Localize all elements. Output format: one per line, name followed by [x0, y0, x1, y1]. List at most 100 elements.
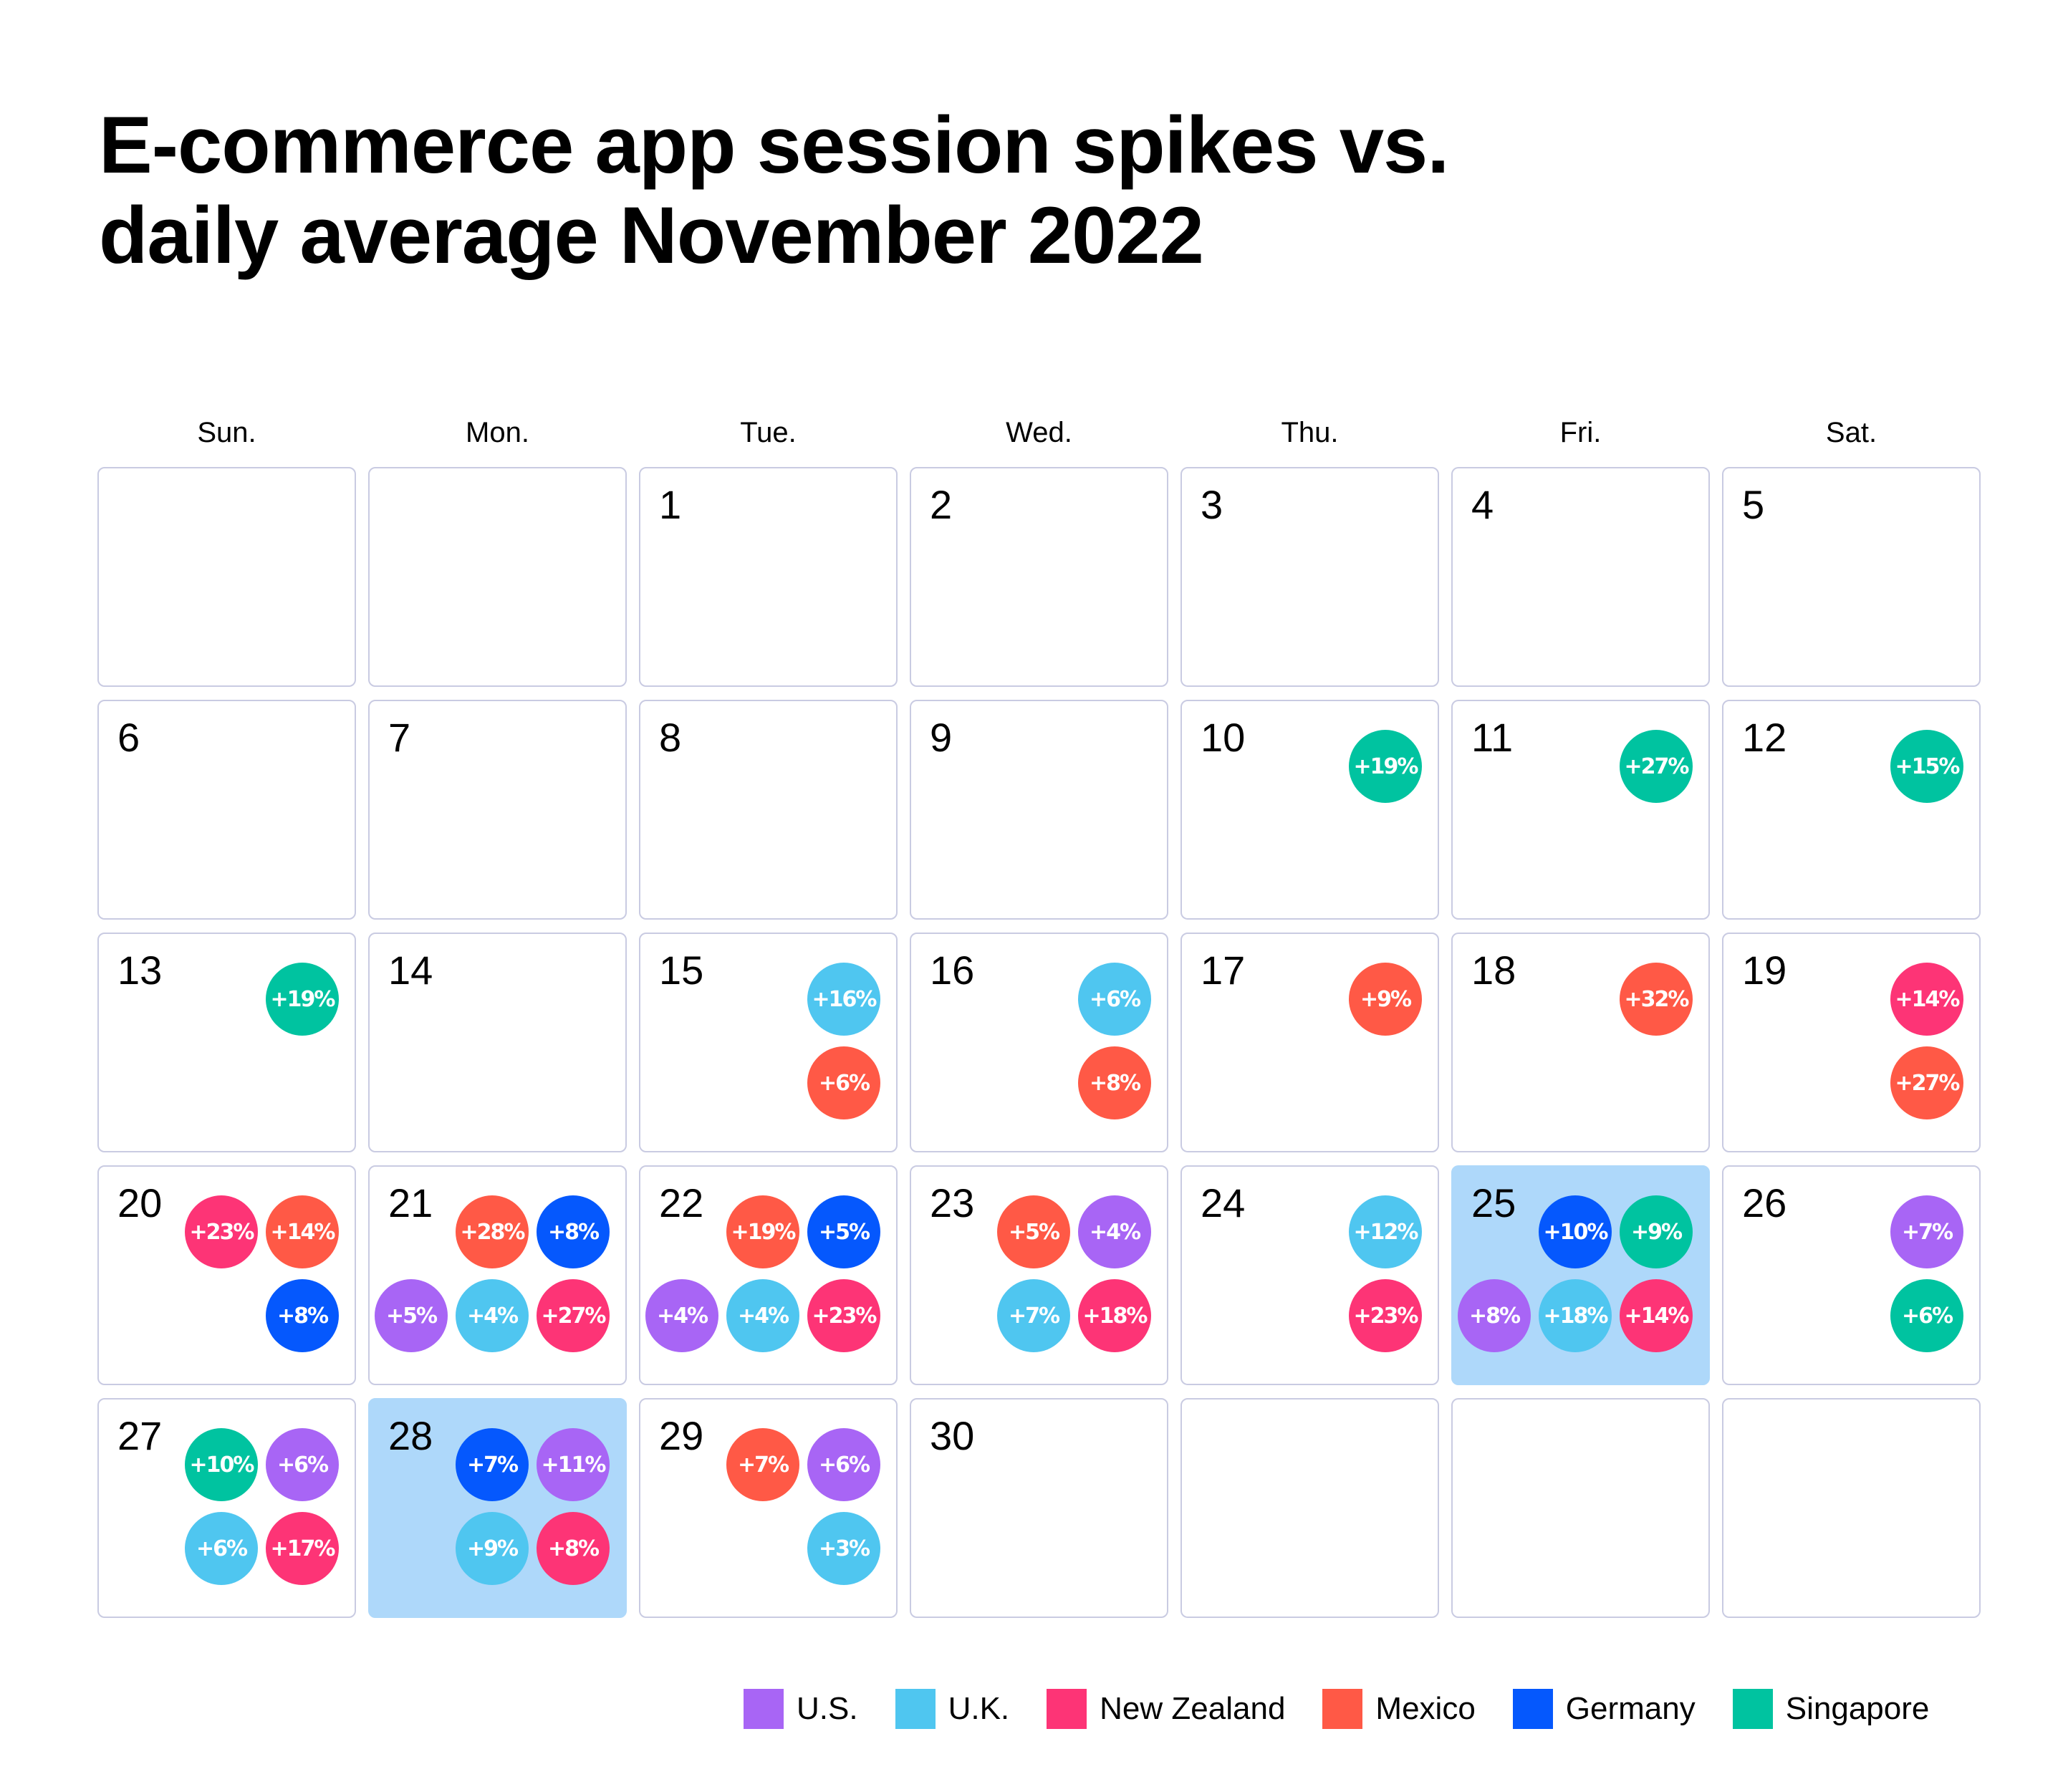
day-cell-2: 2	[910, 467, 1168, 687]
spike-bubble-u-k: +6%	[185, 1512, 258, 1585]
day-cell-13: 13 +19%	[97, 933, 356, 1152]
day-cell-10: 10 +19%	[1180, 700, 1439, 920]
day-cell-27: 27 +10% +6% +6% +17%	[97, 1398, 356, 1618]
legend-swatch	[744, 1689, 784, 1729]
spike-bubble-germany: +5%	[807, 1195, 880, 1268]
spike-bubble-new-zealand: +23%	[1349, 1279, 1422, 1352]
day-cell-23: 23 +5% +4% +7% +18%	[910, 1165, 1168, 1385]
spike-bubble-mexico: +28%	[456, 1195, 529, 1268]
legend-label: Singapore	[1785, 1691, 1930, 1726]
legend-swatch	[895, 1689, 936, 1729]
empty-day-cell	[1722, 1398, 1981, 1618]
day-cell-15: 15 +16% +6%	[639, 933, 898, 1152]
day-cell-17: 17 +9%	[1180, 933, 1439, 1152]
chart-title-line-2: daily average November 2022	[99, 191, 1204, 280]
weekday-header-fri: Fri.	[1559, 417, 1602, 448]
weekday-header-tue: Tue.	[740, 417, 797, 448]
day-number: 20	[117, 1180, 163, 1225]
day-cell-11: 11 +27%	[1451, 700, 1710, 920]
spike-bubble-singapore: +9%	[1620, 1195, 1693, 1268]
day-cell-7: 7	[368, 700, 627, 920]
day-cell-19: 19 +14% +27%	[1722, 933, 1981, 1152]
day-cell-26: 26 +7% +6%	[1722, 1165, 1981, 1385]
spike-bubble-new-zealand: +23%	[185, 1195, 258, 1268]
day-cell-4: 4	[1451, 467, 1710, 687]
spike-bubble-singapore: +27%	[1620, 730, 1693, 803]
day-number: 15	[659, 948, 704, 993]
day-cell-22: 22 +19% +5% +4% +4% +23%	[639, 1165, 898, 1385]
spike-bubble-mexico: +32%	[1620, 963, 1693, 1036]
spike-bubble-mexico: +27%	[1890, 1046, 1963, 1119]
day-number: 24	[1201, 1180, 1246, 1225]
spike-bubble-u-k: +4%	[456, 1279, 529, 1352]
spike-bubble-new-zealand: +27%	[537, 1279, 610, 1352]
day-cell-14: 14	[368, 933, 627, 1152]
spike-bubble-u-k: +3%	[807, 1512, 880, 1585]
day-cell-25: 25 +10% +9% +8% +18% +14%	[1451, 1165, 1710, 1385]
legend-swatch	[1322, 1689, 1363, 1729]
day-number: 13	[117, 948, 163, 993]
spike-bubble-u-s: +5%	[375, 1279, 448, 1352]
day-number: 19	[1742, 948, 1787, 993]
day-number: 11	[1471, 715, 1514, 760]
spike-bubble-singapore: +15%	[1890, 730, 1963, 803]
spike-bubble-new-zealand: +17%	[266, 1512, 339, 1585]
spike-bubble-u-s: +8%	[1458, 1279, 1531, 1352]
spike-bubble-u-s: +6%	[807, 1428, 880, 1501]
day-number: 12	[1742, 715, 1787, 760]
legend-label: Germany	[1565, 1691, 1696, 1726]
day-number: 22	[659, 1180, 704, 1225]
spike-bubble-new-zealand: +14%	[1890, 963, 1963, 1036]
day-cell-30: 30	[910, 1398, 1168, 1618]
legend-swatch	[1732, 1689, 1773, 1729]
spike-bubble-u-k: +6%	[1078, 963, 1151, 1036]
spike-bubble-u-k: +9%	[456, 1512, 529, 1585]
day-cell-9: 9	[910, 700, 1168, 920]
spike-bubble-germany: +8%	[266, 1279, 339, 1352]
day-number: 23	[930, 1180, 975, 1225]
legend-item-mexico: Mexico	[1322, 1689, 1476, 1729]
day-number: 26	[1742, 1180, 1787, 1225]
spike-bubble-u-k: +7%	[997, 1279, 1070, 1352]
weekday-header-mon: Mon.	[466, 417, 529, 448]
day-cell-18: 18 +32%	[1451, 933, 1710, 1152]
day-number: 29	[659, 1413, 704, 1458]
spike-bubble-germany: +10%	[1539, 1195, 1612, 1268]
spike-bubble-u-s: +6%	[266, 1428, 339, 1501]
spike-bubble-new-zealand: +18%	[1078, 1279, 1151, 1352]
spike-bubble-singapore: +19%	[266, 963, 339, 1036]
day-number: 14	[388, 948, 433, 993]
day-cell-6: 6	[97, 700, 356, 920]
legend-item-u-k: U.K.	[895, 1689, 1010, 1729]
legend-label: U.S.	[797, 1691, 858, 1726]
day-number: 9	[930, 715, 953, 760]
day-number: 7	[388, 715, 411, 760]
day-number: 1	[659, 482, 682, 527]
spike-bubble-u-k: +12%	[1349, 1195, 1422, 1268]
spike-bubble-new-zealand: +23%	[807, 1279, 880, 1352]
spike-bubble-singapore: +6%	[1890, 1279, 1963, 1352]
day-number: 25	[1471, 1180, 1516, 1225]
day-number: 17	[1201, 948, 1246, 993]
day-number: 2	[930, 482, 953, 527]
weekday-header-sun: Sun.	[197, 417, 256, 448]
spike-bubble-singapore: +10%	[185, 1428, 258, 1501]
day-cell-16: 16 +6% +8%	[910, 933, 1168, 1152]
spike-bubble-germany: +8%	[537, 1195, 610, 1268]
legend-label: Mexico	[1375, 1691, 1476, 1726]
day-number: 28	[388, 1413, 433, 1458]
legend: U.S. U.K. New Zealand Mexico Germany Singapor…	[744, 1687, 1929, 1730]
spike-bubble-mexico: +8%	[1078, 1046, 1151, 1119]
day-cell-28: 28 +7% +11% +9% +8%	[368, 1398, 627, 1618]
day-number: 27	[117, 1413, 163, 1458]
day-number: 21	[388, 1180, 433, 1225]
spike-bubble-u-s: +4%	[1078, 1195, 1151, 1268]
chart-title-line-1: E-commerce app session spikes vs.	[99, 100, 1449, 190]
day-number: 16	[930, 948, 975, 993]
spike-bubble-u-k: +4%	[726, 1279, 799, 1352]
spike-bubble-u-s: +11%	[537, 1428, 610, 1501]
day-cell-1: 1	[639, 467, 898, 687]
legend-label: U.K.	[948, 1691, 1010, 1726]
legend-item-singapore: Singapore	[1732, 1689, 1930, 1729]
legend-item-u-s: U.S.	[744, 1689, 858, 1729]
